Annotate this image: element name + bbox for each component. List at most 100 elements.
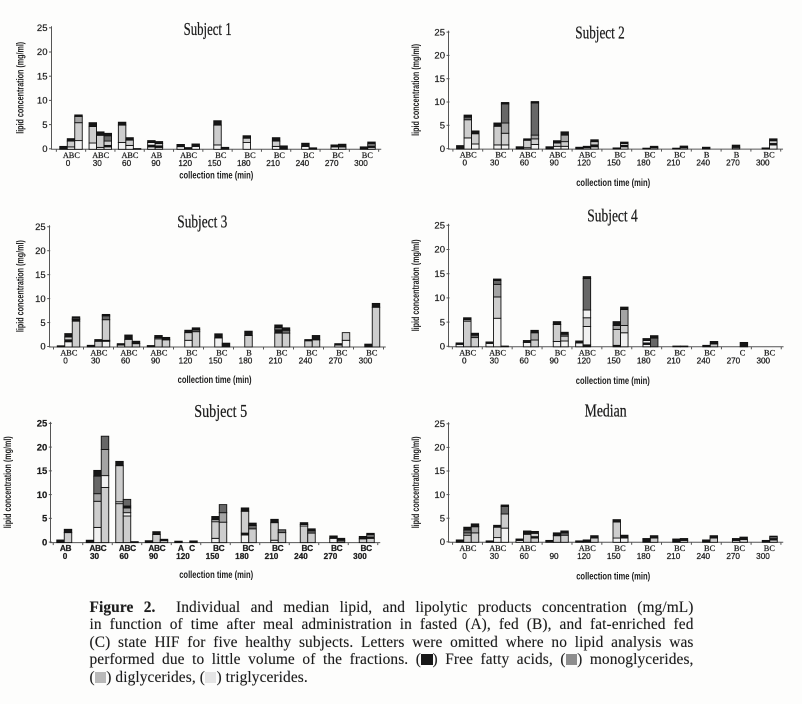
- svg-text:150: 150: [208, 159, 222, 168]
- svg-text:300: 300: [756, 159, 770, 168]
- svg-text:25: 25: [434, 419, 445, 430]
- svg-text:A: A: [460, 151, 466, 160]
- svg-text:0: 0: [463, 159, 468, 168]
- svg-text:C: C: [312, 349, 318, 358]
- svg-text:C: C: [650, 151, 656, 160]
- svg-text:C: C: [471, 544, 477, 553]
- svg-text:B: B: [186, 349, 192, 358]
- svg-text:collection time (min): collection time (min): [178, 375, 252, 386]
- svg-text:B: B: [66, 543, 72, 553]
- svg-text:60: 60: [520, 159, 530, 168]
- svg-text:C: C: [278, 543, 284, 553]
- svg-text:C: C: [74, 151, 80, 160]
- svg-text:A: A: [122, 151, 128, 160]
- svg-text:B: B: [302, 543, 308, 553]
- svg-text:C: C: [72, 349, 78, 358]
- svg-text:25: 25: [434, 27, 445, 38]
- svg-text:B: B: [274, 151, 280, 160]
- svg-text:collection time (min): collection time (min): [576, 376, 650, 387]
- svg-text:B: B: [674, 544, 680, 553]
- svg-text:A: A: [459, 544, 465, 553]
- svg-text:5: 5: [440, 317, 445, 328]
- svg-text:C: C: [192, 349, 198, 358]
- svg-text:B: B: [306, 349, 312, 358]
- svg-text:210: 210: [269, 357, 283, 366]
- svg-text:B: B: [764, 348, 770, 357]
- svg-text:lipid concentration (mg/ml): lipid concentration (mg/ml): [3, 436, 14, 528]
- svg-text:Subject 2: Subject 2: [575, 23, 624, 43]
- svg-text:C: C: [282, 349, 288, 358]
- svg-text:0: 0: [63, 552, 68, 561]
- svg-text:C: C: [740, 348, 746, 357]
- svg-text:10: 10: [35, 294, 46, 305]
- svg-text:B: B: [674, 151, 680, 160]
- svg-text:240: 240: [696, 552, 710, 561]
- svg-text:20: 20: [35, 246, 46, 257]
- svg-text:A: A: [89, 543, 95, 553]
- svg-text:15: 15: [37, 71, 48, 82]
- svg-text:25: 25: [434, 221, 445, 232]
- svg-text:C: C: [590, 544, 596, 553]
- svg-text:30: 30: [93, 159, 103, 168]
- svg-text:collection time (min): collection time (min): [179, 570, 253, 581]
- svg-text:30: 30: [90, 552, 100, 561]
- svg-text:270: 270: [324, 552, 338, 561]
- svg-text:B: B: [495, 348, 501, 357]
- svg-text:C: C: [250, 151, 256, 160]
- svg-text:B: B: [585, 348, 591, 357]
- svg-text:270: 270: [325, 159, 339, 168]
- svg-text:B: B: [213, 543, 219, 553]
- svg-text:collection time (min): collection time (min): [576, 571, 650, 582]
- svg-text:B: B: [764, 151, 770, 160]
- svg-text:C: C: [769, 151, 775, 160]
- svg-text:C: C: [221, 151, 227, 160]
- svg-text:C: C: [680, 151, 686, 160]
- svg-text:60: 60: [122, 159, 132, 168]
- svg-text:C: C: [471, 348, 477, 357]
- svg-text:180: 180: [235, 552, 249, 561]
- svg-text:B: B: [704, 348, 710, 357]
- svg-text:210: 210: [667, 159, 681, 168]
- svg-text:A: A: [60, 543, 66, 553]
- svg-text:150: 150: [209, 357, 223, 366]
- svg-text:60: 60: [121, 357, 131, 366]
- svg-text:B: B: [246, 349, 252, 358]
- svg-text:A: A: [459, 348, 465, 357]
- svg-text:0: 0: [440, 144, 445, 155]
- svg-text:B: B: [734, 151, 740, 160]
- svg-text:collection time (min): collection time (min): [576, 178, 650, 189]
- svg-text:B: B: [216, 349, 222, 358]
- svg-text:C: C: [189, 543, 195, 553]
- svg-text:30: 30: [490, 356, 500, 365]
- svg-text:15: 15: [434, 269, 445, 280]
- svg-text:A: A: [489, 544, 495, 553]
- svg-text:C: C: [680, 348, 686, 357]
- svg-text:90: 90: [549, 552, 559, 561]
- svg-text:C: C: [219, 543, 225, 553]
- svg-text:B: B: [644, 544, 650, 553]
- svg-text:Median: Median: [585, 401, 627, 421]
- svg-text:C: C: [366, 543, 372, 553]
- svg-text:lipid concentration (mg/ml): lipid concentration (mg/ml): [411, 239, 422, 331]
- svg-text:180: 180: [239, 357, 253, 366]
- svg-text:B: B: [96, 349, 102, 358]
- svg-text:20: 20: [434, 443, 445, 454]
- svg-text:C: C: [307, 543, 313, 553]
- svg-text:30: 30: [91, 357, 101, 366]
- svg-text:10: 10: [37, 490, 48, 501]
- svg-text:B: B: [157, 151, 163, 160]
- svg-text:60: 60: [119, 552, 129, 561]
- svg-text:C: C: [620, 544, 626, 553]
- svg-text:240: 240: [697, 356, 711, 365]
- svg-text:A: A: [119, 543, 125, 553]
- svg-text:B: B: [361, 543, 367, 553]
- svg-text:150: 150: [607, 159, 621, 168]
- svg-text:C: C: [367, 151, 373, 160]
- svg-text:C: C: [372, 349, 378, 358]
- svg-text:120: 120: [176, 552, 190, 561]
- svg-text:B: B: [465, 544, 471, 553]
- svg-text:180: 180: [237, 159, 251, 168]
- svg-text:15: 15: [434, 466, 445, 477]
- svg-text:240: 240: [696, 159, 710, 168]
- svg-text:B: B: [156, 349, 162, 358]
